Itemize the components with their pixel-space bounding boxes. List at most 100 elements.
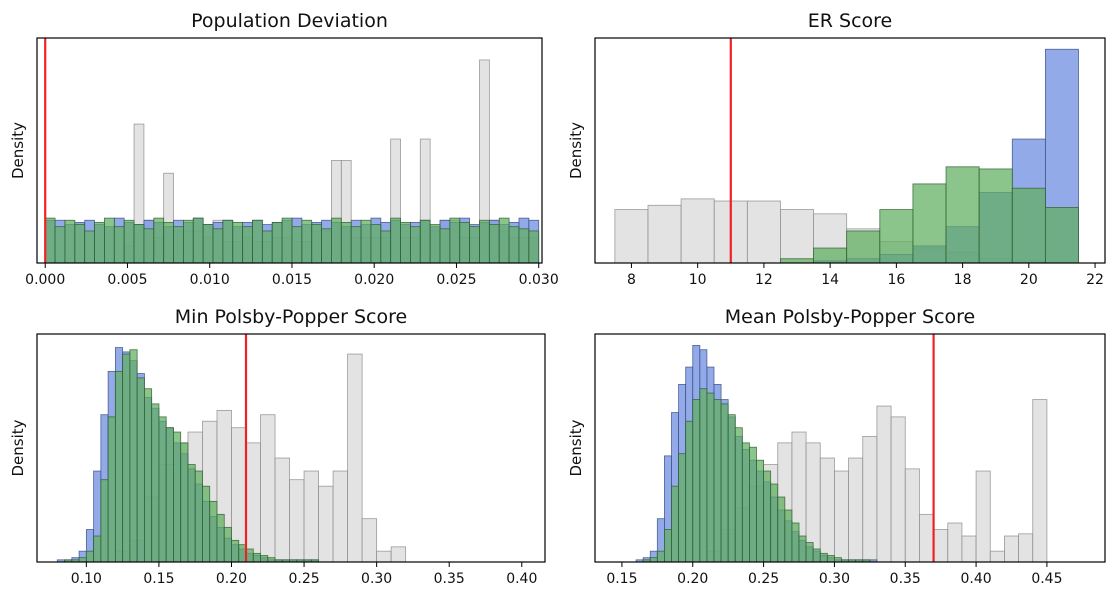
bar-green-mean-polsby-popper <box>692 399 701 563</box>
bar-green-min-polsby-popper <box>260 555 269 563</box>
bar-green-mean-polsby-popper <box>770 483 779 563</box>
xtick-label: 0.020 <box>354 272 394 288</box>
xtick-label: 0.30 <box>361 571 392 587</box>
bar-grey-mean-polsby-popper <box>862 435 878 563</box>
bar-green-min-polsby-popper <box>165 427 174 563</box>
chart-title-min-polsby-popper: Min Polsby-Popper Score <box>175 306 407 328</box>
ylabel-er-score: Density <box>567 122 585 179</box>
bar-green-min-polsby-popper <box>223 526 232 563</box>
bar-green-mean-polsby-popper <box>727 414 736 563</box>
bar-grey-mean-polsby-popper <box>919 513 934 563</box>
bar-green-min-polsby-popper <box>202 485 211 563</box>
xtick-label: 14 <box>821 272 839 288</box>
xtick-label: 0.40 <box>960 571 991 587</box>
bar-green-population-deviation <box>340 221 352 264</box>
bar-green-population-deviation <box>281 217 293 264</box>
xtick-label: 0.010 <box>190 272 230 288</box>
xtick-label: 0.030 <box>519 272 559 288</box>
bar-green-population-deviation <box>123 219 135 264</box>
bar-green-min-polsby-popper <box>231 539 240 563</box>
bar-grey-min-polsby-popper <box>332 470 348 563</box>
bars-er-score <box>614 48 1079 264</box>
bar-grey-mean-polsby-popper <box>819 457 835 563</box>
bar-grey-er-score <box>746 200 781 264</box>
bar-green-population-deviation <box>44 217 56 264</box>
bar-green-population-deviation <box>64 219 76 264</box>
bar-grey-er-score <box>614 209 649 264</box>
bar-green-population-deviation <box>113 226 125 264</box>
bar-grey-er-score <box>780 209 814 264</box>
bar-green-min-polsby-popper <box>151 403 160 563</box>
xtick-label: 0.20 <box>216 571 247 587</box>
xtick-label: 0.025 <box>436 272 476 288</box>
bar-green-mean-polsby-popper <box>713 399 722 563</box>
bar-green-population-deviation <box>350 226 362 264</box>
bar-green-population-deviation <box>252 219 263 264</box>
bar-green-mean-polsby-popper <box>678 453 687 563</box>
bar-green-mean-polsby-popper <box>812 548 821 563</box>
bar-green-min-polsby-popper <box>173 431 182 563</box>
xtick-label: 0.015 <box>272 272 312 288</box>
bar-green-min-polsby-popper <box>129 349 138 563</box>
bar-green-mean-polsby-popper <box>749 446 757 563</box>
axes-frame-mean-polsby-popper <box>594 333 1106 563</box>
bar-grey-min-polsby-popper <box>274 457 290 563</box>
panel-er-score: 8 10 12 14 16 18 20 22 ER Score Density <box>567 10 1106 288</box>
bar-green-min-polsby-popper <box>158 416 167 563</box>
bar-grey-min-polsby-popper <box>318 485 334 563</box>
bar-grey-mean-polsby-popper <box>989 550 1005 563</box>
bar-green-min-polsby-popper <box>122 353 131 563</box>
bar-green-mean-polsby-popper <box>720 403 729 563</box>
bars-mean-polsby-popper <box>635 344 1048 563</box>
bar-green-population-deviation <box>84 230 95 264</box>
bar-green-er-score <box>945 166 980 264</box>
bar-grey-mean-polsby-popper <box>904 468 920 563</box>
bar-green-population-deviation <box>380 230 392 264</box>
bar-green-mean-polsby-popper <box>671 485 679 563</box>
bar-green-mean-polsby-popper <box>784 509 793 563</box>
bar-green-mean-polsby-popper <box>798 535 807 563</box>
xticks-er-score: 8 10 12 14 16 18 20 22 <box>627 263 1104 288</box>
bar-green-mean-polsby-popper <box>685 420 694 563</box>
xtick-label: 0.25 <box>288 571 319 587</box>
bar-green-mean-polsby-popper <box>819 552 828 563</box>
bar-green-population-deviation <box>153 217 165 264</box>
bar-green-population-deviation <box>222 219 234 264</box>
xtick-label: 12 <box>755 272 773 288</box>
bar-green-population-deviation <box>439 228 451 264</box>
xtick-label: 0.25 <box>748 571 779 587</box>
bar-green-population-deviation <box>479 219 490 264</box>
bar-green-population-deviation <box>419 219 431 264</box>
bar-green-population-deviation <box>449 217 461 264</box>
bar-green-population-deviation <box>518 228 530 264</box>
bar-green-population-deviation <box>331 217 342 264</box>
bar-green-mean-polsby-popper <box>656 550 665 563</box>
bar-grey-min-polsby-popper <box>289 479 305 563</box>
bar-green-population-deviation <box>271 221 283 264</box>
xtick-label: 8 <box>627 272 636 288</box>
bar-green-population-deviation <box>301 219 313 264</box>
bar-green-population-deviation <box>291 226 303 264</box>
bar-green-population-deviation <box>192 217 204 264</box>
bar-grey-mean-polsby-popper <box>1032 399 1048 563</box>
bar-green-min-polsby-popper <box>209 500 218 563</box>
bar-grey-er-score <box>647 204 682 264</box>
xtick-label: 0.15 <box>606 571 637 587</box>
bar-green-min-polsby-popper <box>136 377 145 563</box>
panel-population-deviation: 0.000 0.005 0.010 0.015 0.020 0.025 0.030 Popu… <box>9 10 559 288</box>
bar-green-min-polsby-popper <box>144 388 153 563</box>
bar-green-population-deviation <box>242 226 253 264</box>
bar-green-min-polsby-popper <box>78 557 87 563</box>
bar-green-population-deviation <box>163 221 174 264</box>
xtick-label: 0.45 <box>1031 571 1062 587</box>
bar-green-population-deviation <box>173 226 184 264</box>
bar-green-mean-polsby-popper <box>649 557 658 563</box>
bar-green-mean-polsby-popper <box>777 496 786 563</box>
bar-green-min-polsby-popper <box>267 557 276 563</box>
bar-green-population-deviation <box>508 226 520 264</box>
bar-grey-mean-polsby-popper <box>834 470 849 563</box>
bar-green-min-polsby-popper <box>100 479 109 563</box>
bar-green-mean-polsby-popper <box>791 522 800 563</box>
bar-grey-mean-polsby-popper <box>947 522 963 563</box>
xticks-min-polsby-popper: 0.10 0.15 0.20 0.25 0.30 0.35 0.40 <box>71 562 537 587</box>
